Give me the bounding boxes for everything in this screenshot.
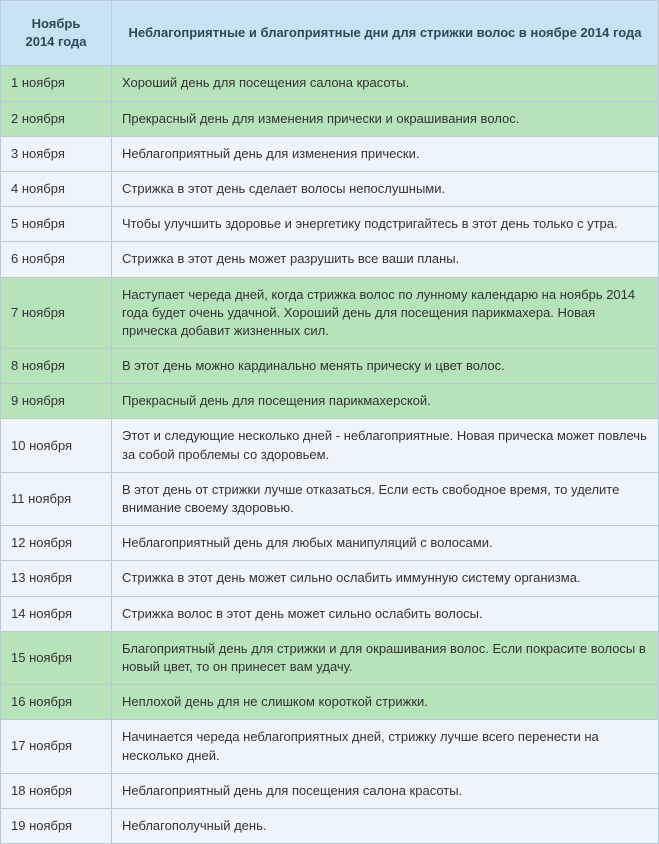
cell-description: Стрижка в этот день сделает волосы непос… [112, 171, 659, 206]
cell-description: Стрижка волос в этот день может сильно о… [112, 596, 659, 631]
cell-date: 9 ноября [1, 384, 112, 419]
header-date-line2: 2014 года [25, 34, 86, 49]
cell-date: 4 ноября [1, 171, 112, 206]
cell-description: Неблагоприятный день для любых манипуляц… [112, 526, 659, 561]
cell-description: Хороший день для посещения салона красот… [112, 66, 659, 101]
table-row: 11 ноябряВ этот день от стрижки лучше от… [1, 472, 659, 525]
cell-date: 5 ноября [1, 207, 112, 242]
cell-date: 1 ноября [1, 66, 112, 101]
table-row: 2 ноябряПрекрасный день для изменения пр… [1, 101, 659, 136]
cell-description: Чтобы улучшить здоровье и энергетику под… [112, 207, 659, 242]
table-row: 15 ноябряБлагоприятный день для стрижки … [1, 631, 659, 684]
haircut-calendar-table: Ноябрь 2014 года Неблагоприятные и благо… [0, 0, 659, 844]
cell-description: Наступает череда дней, когда стрижка вол… [112, 277, 659, 349]
table-row: 7 ноябряНаступает череда дней, когда стр… [1, 277, 659, 349]
cell-date: 12 ноября [1, 526, 112, 561]
cell-date: 14 ноября [1, 596, 112, 631]
table-row: 4 ноябряСтрижка в этот день сделает воло… [1, 171, 659, 206]
table-row: 9 ноябряПрекрасный день для посещения па… [1, 384, 659, 419]
cell-description: Стрижка в этот день может разрушить все … [112, 242, 659, 277]
cell-date: 6 ноября [1, 242, 112, 277]
cell-date: 11 ноября [1, 472, 112, 525]
cell-description: Благоприятный день для стрижки и для окр… [112, 631, 659, 684]
header-date: Ноябрь 2014 года [1, 1, 112, 66]
cell-date: 3 ноября [1, 136, 112, 171]
table-row: 16 ноябряНеплохой день для не слишком ко… [1, 685, 659, 720]
cell-description: Начинается череда неблагоприятных дней, … [112, 720, 659, 773]
cell-date: 2 ноября [1, 101, 112, 136]
cell-date: 19 ноября [1, 808, 112, 843]
table-row: 5 ноябряЧтобы улучшить здоровье и энерге… [1, 207, 659, 242]
cell-description: Неблагополучный день. [112, 808, 659, 843]
header-date-line1: Ноябрь [32, 16, 81, 31]
table-row: 6 ноябряСтрижка в этот день может разруш… [1, 242, 659, 277]
header-description: Неблагоприятные и благоприятные дни для … [112, 1, 659, 66]
cell-date: 16 ноября [1, 685, 112, 720]
cell-description: Прекрасный день для изменения прически и… [112, 101, 659, 136]
table-row: 10 ноябряЭтот и следующие несколько дней… [1, 419, 659, 472]
cell-date: 15 ноября [1, 631, 112, 684]
table-row: 18 ноябряНеблагоприятный день для посеще… [1, 773, 659, 808]
table-row: 1 ноябряХороший день для посещения салон… [1, 66, 659, 101]
cell-description: Неблагоприятный день для посещения салон… [112, 773, 659, 808]
table-row: 12 ноябряНеблагоприятный день для любых … [1, 526, 659, 561]
table-row: 19 ноябряНеблагополучный день. [1, 808, 659, 843]
cell-date: 18 ноября [1, 773, 112, 808]
cell-date: 13 ноября [1, 561, 112, 596]
cell-description: В этот день от стрижки лучше отказаться.… [112, 472, 659, 525]
cell-description: Этот и следующие несколько дней - неблаг… [112, 419, 659, 472]
table-row: 8 ноябряВ этот день можно кардинально ме… [1, 349, 659, 384]
cell-description: Стрижка в этот день может сильно ослабит… [112, 561, 659, 596]
table-row: 17 ноябряНачинается череда неблагоприятн… [1, 720, 659, 773]
table-body: 1 ноябряХороший день для посещения салон… [1, 66, 659, 844]
table-row: 13 ноябряСтрижка в этот день может сильн… [1, 561, 659, 596]
cell-description: В этот день можно кардинально менять при… [112, 349, 659, 384]
cell-date: 17 ноября [1, 720, 112, 773]
table-row: 14 ноябряСтрижка волос в этот день может… [1, 596, 659, 631]
cell-description: Неблагоприятный день для изменения приче… [112, 136, 659, 171]
cell-date: 10 ноября [1, 419, 112, 472]
header-row: Ноябрь 2014 года Неблагоприятные и благо… [1, 1, 659, 66]
cell-description: Неплохой день для не слишком короткой ст… [112, 685, 659, 720]
cell-date: 8 ноября [1, 349, 112, 384]
table-row: 3 ноябряНеблагоприятный день для изменен… [1, 136, 659, 171]
cell-description: Прекрасный день для посещения парикмахер… [112, 384, 659, 419]
cell-date: 7 ноября [1, 277, 112, 349]
